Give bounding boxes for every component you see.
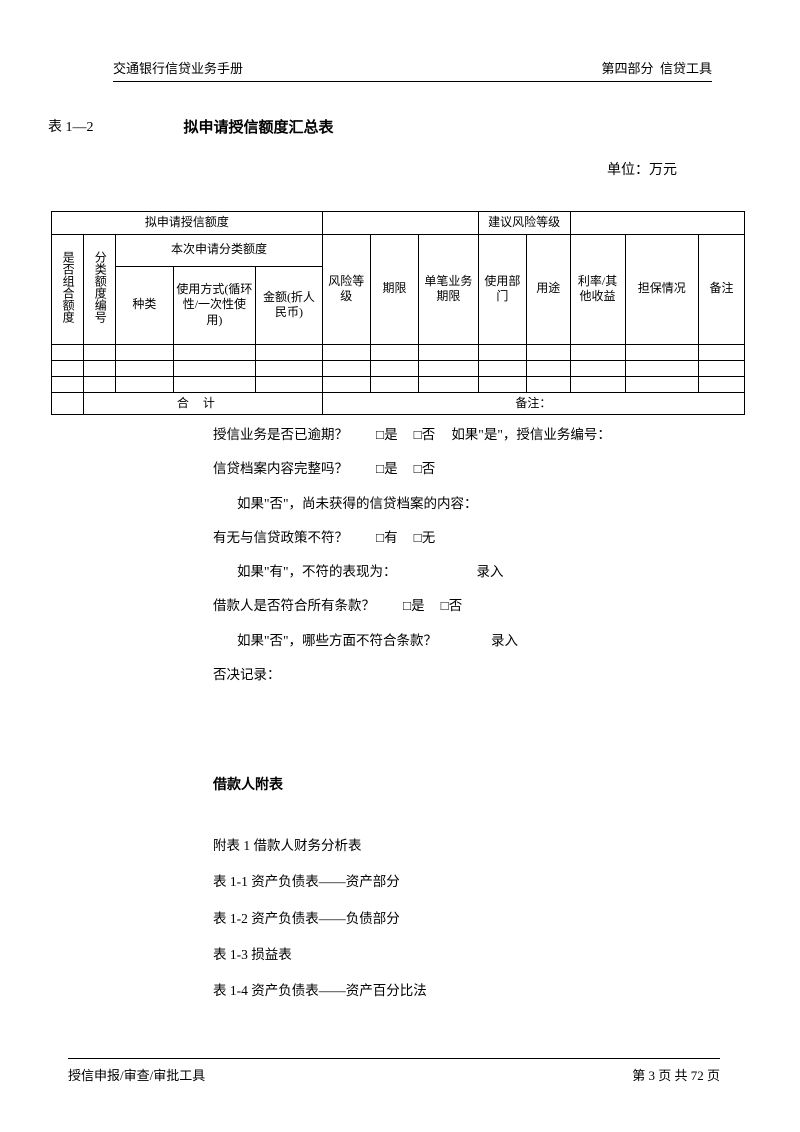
summary-table: 拟申请授信额度 建议风险等级 是否组合额度 分类额度编号 本次申请分类额度 风险… xyxy=(51,211,745,415)
appendix-item: 表 1-2 资产负债表——负债部分 xyxy=(213,909,732,929)
table-row xyxy=(52,344,745,360)
cb-yes: □是 xyxy=(376,461,398,476)
footer-page: 第 3 页 共 72 页 xyxy=(632,1065,720,1084)
cb-wu: □无 xyxy=(414,530,436,545)
q-overdue-if: 如果"是"，授信业务编号： xyxy=(451,427,611,442)
th-risk: 建议风险等级 xyxy=(478,212,570,235)
q-reject: 否决记录： xyxy=(213,667,281,682)
th-combine: 是否组合额度 xyxy=(61,251,74,323)
th-amount: 金额(折人民币) xyxy=(256,266,323,344)
question-block: 授信业务是否已逾期？□是□否如果"是"，授信业务编号： 信贷档案内容完整吗？□是… xyxy=(213,425,732,1001)
th-guarantee: 担保情况 xyxy=(625,234,698,344)
appendix-item: 附表 1 借款人财务分析表 xyxy=(213,836,732,856)
appendix-item: 表 1-1 资产负债表——资产部分 xyxy=(213,872,732,892)
table-number: 表 1—2 xyxy=(48,116,94,137)
q-policy-if: 如果"有"，不符的表现为： xyxy=(237,564,397,579)
cb-yes: □是 xyxy=(376,427,398,442)
header-left: 交通银行信贷业务手册 xyxy=(113,58,243,77)
page-footer: 授信申报/审查/审批工具 第 3 页 共 72 页 xyxy=(68,1058,720,1084)
th-risklevel: 风险等级 xyxy=(322,234,370,344)
cb-no: □否 xyxy=(414,427,436,442)
cb-no: □否 xyxy=(441,598,463,613)
th-term: 期限 xyxy=(370,234,418,344)
th-single: 单笔业务期限 xyxy=(419,234,479,344)
q-complete-if: 如果"否"，尚未获得的信贷档案的内容： xyxy=(237,496,478,511)
q-policy: 有无与信贷政策不符？ xyxy=(213,530,348,545)
heji-label: 合计 xyxy=(84,392,323,415)
cb-yes: □是 xyxy=(403,598,425,613)
th-thisapply: 本次申请分类额度 xyxy=(116,234,323,266)
q-overdue: 授信业务是否已逾期？ xyxy=(213,427,348,442)
cb-no: □否 xyxy=(414,461,436,476)
q-complete: 信贷档案内容完整吗？ xyxy=(213,461,348,476)
unit-label: 单位：万元 xyxy=(68,159,732,179)
footer-left: 授信申报/审查/审批工具 xyxy=(68,1065,205,1084)
table-row xyxy=(52,360,745,376)
header-right: 第四部分 信贷工具 xyxy=(601,58,712,77)
table-row xyxy=(52,376,745,392)
th-rate: 利率/其他收益 xyxy=(570,234,625,344)
table-total-row: 合计 备注： xyxy=(52,392,745,415)
input-label: 录入 xyxy=(477,564,504,579)
q-terms-if: 如果"否"，哪些方面不符合条款？ xyxy=(237,633,437,648)
th-remark: 备注 xyxy=(698,234,744,344)
th-dept: 使用部门 xyxy=(478,234,526,344)
th-purpose: 用途 xyxy=(526,234,570,344)
appendix-item: 表 1-3 损益表 xyxy=(213,945,732,965)
input-label: 录入 xyxy=(491,633,518,648)
th-usage: 使用方式(循环性/一次性使用) xyxy=(173,266,256,344)
th-kind: 种类 xyxy=(116,266,173,344)
q-terms: 借款人是否符合所有条款？ xyxy=(213,598,375,613)
beizhu-label: 备注： xyxy=(322,392,744,415)
cb-you: □有 xyxy=(376,530,398,545)
th-catno: 分类额度编号 xyxy=(93,251,106,323)
appendix-title: 借款人附表 xyxy=(213,775,732,796)
appendix-item: 表 1-4 资产负债表——资产百分比法 xyxy=(213,981,732,1001)
page-title: 拟申请授信额度汇总表 xyxy=(184,116,334,137)
page-header: 交通银行信贷业务手册 第四部分 信贷工具 xyxy=(113,58,712,82)
th-apply: 拟申请授信额度 xyxy=(52,212,323,235)
